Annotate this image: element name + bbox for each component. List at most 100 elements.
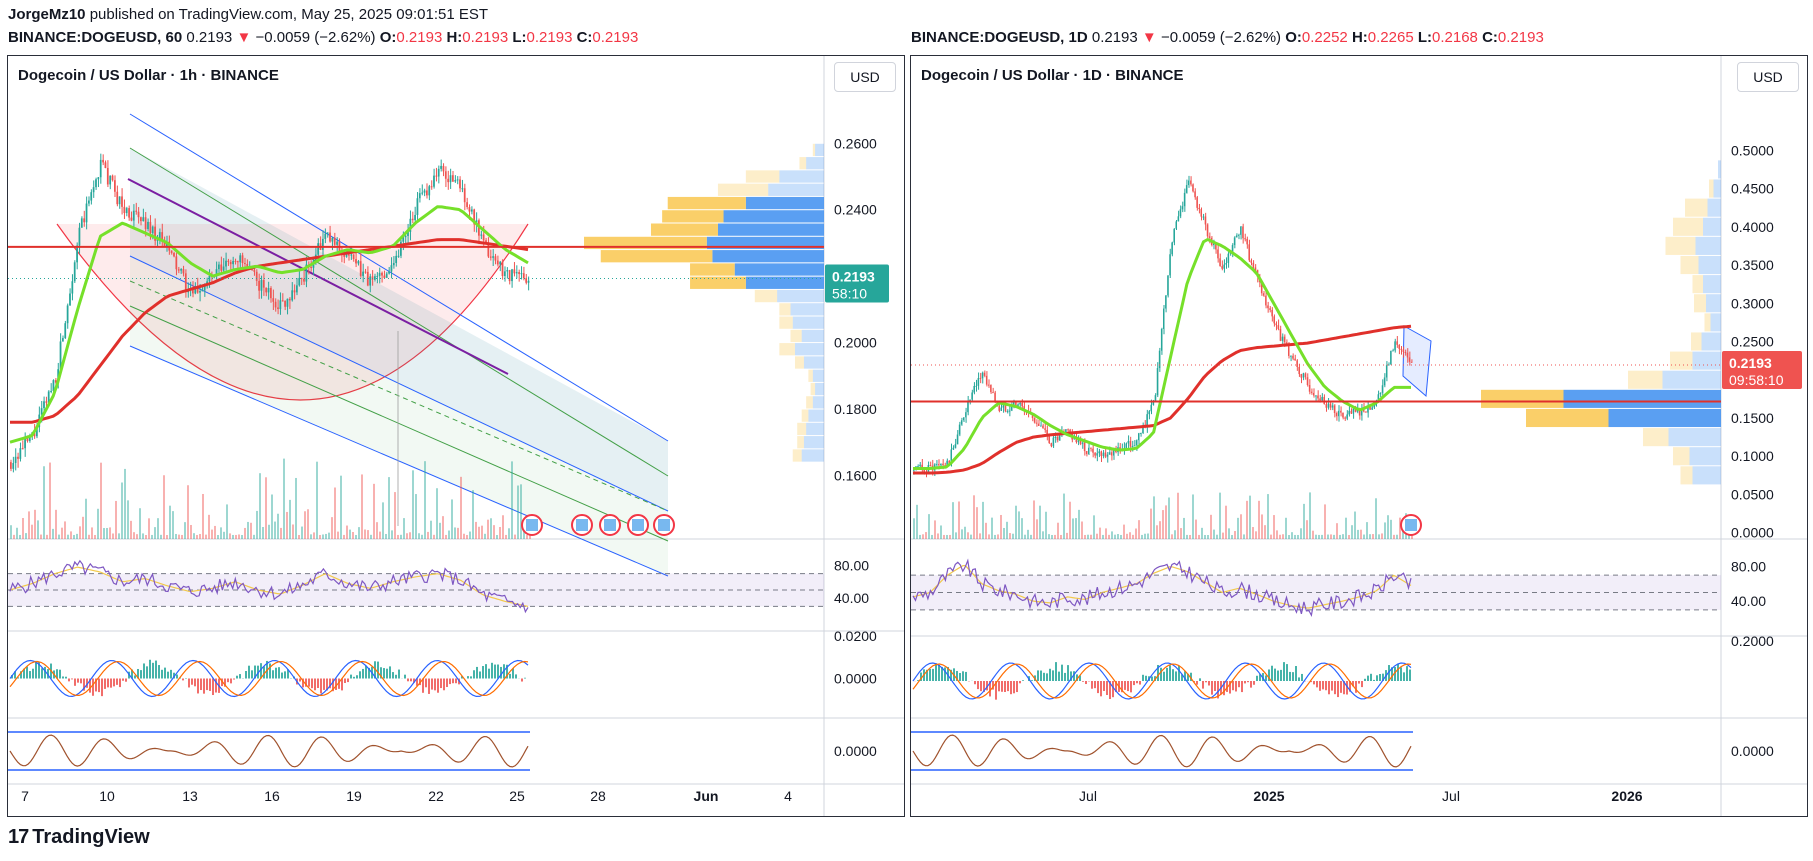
right-y-tick-label: 0.3000 — [1731, 295, 1774, 311]
right-volume-bar — [1387, 515, 1389, 539]
left-volume-bar — [433, 534, 435, 539]
right-chart-panel[interactable]: 0.5000 0.4500 0.4000 0.3500 0.3000 0.2500 0.15… — [910, 55, 1808, 817]
left-vp-down-bar — [797, 422, 807, 436]
left-candle-body — [88, 200, 90, 204]
right-candle-body — [1148, 411, 1150, 415]
left-volume-bar — [436, 488, 438, 539]
right-volume-bar — [1150, 508, 1152, 539]
left-osc-histogram-bar — [377, 661, 379, 679]
right-candle-body — [1194, 191, 1196, 198]
right-osc-histogram-bar — [1394, 666, 1396, 681]
author-name[interactable]: JorgeMz10 — [8, 6, 86, 23]
right-close-label: C: — [1482, 29, 1498, 46]
right-candle-body — [1273, 316, 1275, 324]
left-volume-bar — [133, 532, 135, 539]
left-volume-bar — [160, 534, 162, 539]
right-volume-bar — [1114, 534, 1116, 539]
left-candle-body — [487, 243, 490, 257]
left-x-tick-label: 19 — [346, 788, 362, 804]
left-chart-panel[interactable]: 0.26000.24000.22000.20000.18000.16000.21… — [7, 55, 905, 817]
right-volume-bar — [1372, 534, 1374, 539]
left-arc-fill — [57, 224, 528, 400]
right-vp-up-bar — [1703, 217, 1721, 236]
left-osc-histogram-bar — [347, 678, 349, 683]
left-osc-histogram-bar — [281, 672, 283, 679]
right-candle-body — [969, 399, 971, 402]
left-osc-histogram-bar — [146, 666, 148, 679]
left-candle-body — [274, 301, 277, 308]
right-candle-body — [954, 444, 957, 448]
left-osc-histogram-bar — [410, 678, 412, 682]
left-currency-button[interactable]: USD — [834, 62, 896, 92]
tradingview-logo[interactable]: 17 TradingView — [8, 826, 150, 849]
right-osc-histogram-bar — [1382, 673, 1384, 681]
right-candle-body — [1092, 448, 1094, 453]
left-candle-body — [411, 218, 414, 221]
left-osc-histogram-bar — [317, 678, 319, 688]
right-volume-bar — [1273, 515, 1275, 539]
left-vp-down-bar — [792, 449, 802, 462]
right-osc-histogram-bar — [1157, 664, 1159, 681]
left-candle-body — [203, 284, 206, 291]
right-candle-body — [1242, 226, 1244, 239]
right-volume-bar — [1321, 534, 1323, 539]
right-volume-bar — [1360, 529, 1362, 539]
left-candle-body — [229, 262, 232, 265]
right-osc-histogram-bar — [1376, 675, 1378, 681]
right-volume-bar — [1183, 517, 1185, 539]
left-volume-bar — [181, 534, 183, 539]
right-volume-bar — [1129, 532, 1131, 539]
left-osc-histogram-bar — [224, 678, 226, 687]
right-candle-body — [992, 392, 994, 394]
left-volume-bar — [382, 502, 384, 539]
right-candle-body — [1377, 394, 1380, 401]
left-x-tick-label: 10 — [99, 788, 115, 804]
left-vp-up-bar — [745, 196, 824, 210]
left-candle-body — [125, 208, 128, 214]
left-candle-body — [102, 159, 104, 163]
left-x-tick-label: 25 — [509, 788, 525, 804]
left-flag-icon-fill — [632, 519, 644, 531]
left-osc-histogram-bar — [59, 669, 61, 679]
left-flag-icon-fill — [526, 519, 538, 531]
right-change: −0.0059 (−2.62%) — [1160, 29, 1282, 46]
right-candle-body — [1271, 309, 1273, 317]
right-vp-down-bar — [1628, 370, 1663, 389]
right-candle-body — [956, 434, 959, 445]
right-currency-button[interactable]: USD — [1737, 62, 1799, 92]
right-candle-body — [1044, 428, 1046, 430]
right-osc-histogram-bar — [935, 663, 937, 681]
right-volume-bar — [1324, 504, 1326, 539]
left-fast-ma-line — [9, 205, 529, 444]
left-volume-bar — [67, 534, 69, 539]
left-candle-body — [258, 280, 260, 291]
left-chart-svg[interactable]: 0.26000.24000.22000.20000.18000.16000.21… — [8, 56, 904, 816]
left-osc-histogram-bar — [305, 678, 307, 687]
right-vp-up-bar — [1608, 408, 1721, 428]
left-candle-body — [508, 270, 511, 282]
left-osc1-tick-label: 0.0000 — [834, 671, 877, 687]
right-candle-body — [1040, 425, 1042, 427]
right-candle-body — [1208, 236, 1211, 238]
left-candle-body — [180, 269, 182, 271]
right-volume-bar — [1390, 519, 1392, 539]
right-chart-svg[interactable]: 0.5000 0.4500 0.4000 0.3500 0.3000 0.2500 0.15… — [911, 56, 1807, 816]
left-osc-histogram-bar — [20, 671, 22, 679]
left-candle-body — [466, 202, 468, 208]
left-osc-histogram-bar — [89, 678, 91, 693]
right-candle-body — [1100, 451, 1102, 457]
right-vp-down-bar — [1704, 313, 1711, 332]
right-vp-down-bar — [1691, 332, 1702, 351]
right-volume-bar — [1162, 510, 1164, 539]
left-candle-body — [95, 179, 97, 188]
right-osc-histogram-bar — [1190, 672, 1192, 681]
right-volume-bar — [1228, 528, 1230, 539]
right-volume-bar — [1243, 534, 1245, 539]
left-candle-body — [123, 206, 126, 214]
right-osc-histogram-bar — [1217, 681, 1219, 699]
left-candle-body — [52, 380, 55, 391]
right-osc-histogram-bar — [920, 672, 922, 681]
left-osc-histogram-bar — [35, 660, 37, 679]
right-volume-bar — [1042, 531, 1044, 539]
right-candle-body — [1127, 440, 1130, 444]
